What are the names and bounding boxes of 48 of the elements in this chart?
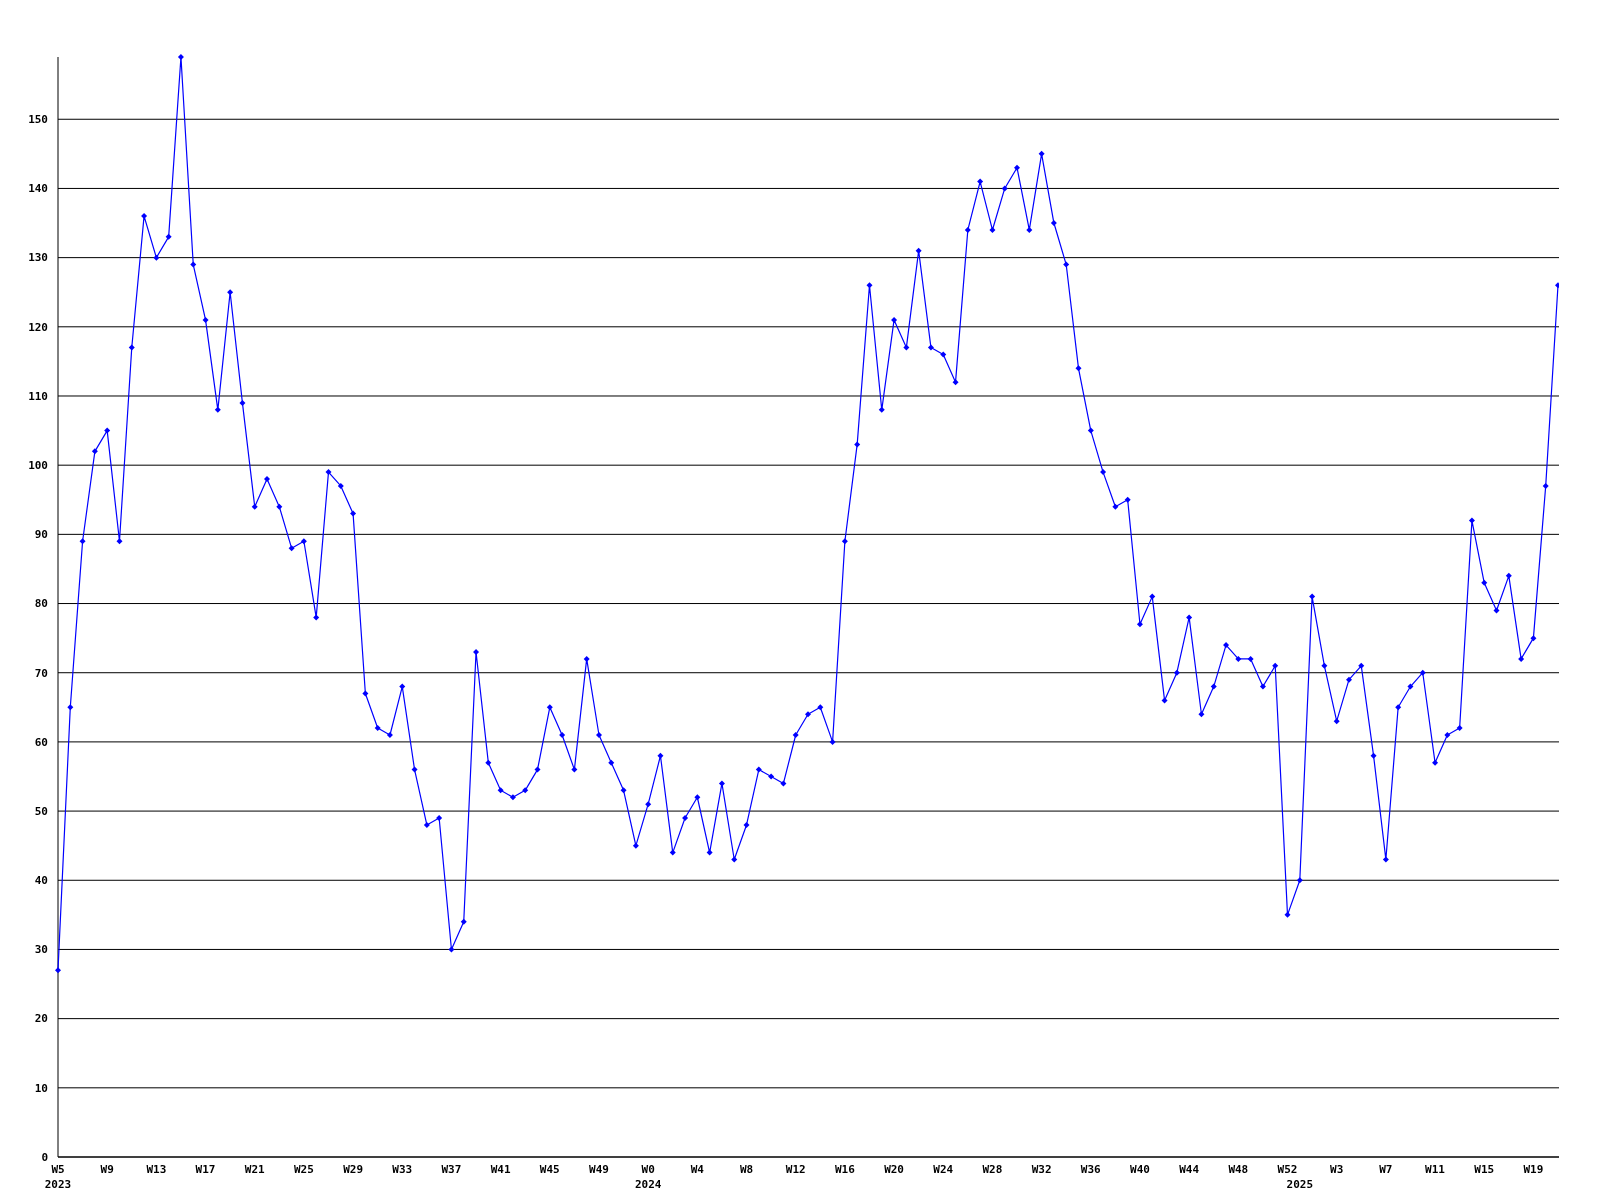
- x-tick-label: W4: [690, 1163, 705, 1176]
- x-tick-label: W19: [1523, 1163, 1544, 1176]
- x-tick-label: W25: [293, 1163, 314, 1176]
- x-tick-label: W3: [1330, 1163, 1344, 1176]
- x-tick-label: W41: [490, 1163, 511, 1176]
- x-tick-label: W44: [1179, 1163, 1200, 1176]
- x-tick-label: W49: [589, 1163, 609, 1176]
- y-tick-label: 130: [28, 251, 48, 265]
- x-tick-label: W7: [1379, 1163, 1393, 1176]
- x-tick-label: W15: [1474, 1163, 1495, 1176]
- y-tick-label: 120: [28, 320, 48, 334]
- x-tick-label: W52: [1277, 1163, 1298, 1176]
- y-tick-label: 140: [28, 182, 48, 196]
- x-tick-label: W11: [1425, 1163, 1446, 1176]
- x-tick-label: W33: [392, 1163, 413, 1176]
- y-tick-label: 60: [34, 735, 48, 749]
- x-tick-label: W17: [195, 1163, 216, 1176]
- x-tick-label: 2025: [1286, 1178, 1314, 1191]
- y-tick-label: 90: [34, 528, 48, 542]
- y-tick-label: 0: [41, 1150, 48, 1164]
- x-tick-label: W32: [1031, 1163, 1052, 1176]
- x-tick-label: W28: [982, 1163, 1003, 1176]
- y-tick-label: 100: [28, 459, 48, 473]
- y-tick-label: 80: [34, 597, 48, 611]
- y-tick-label: 40: [34, 874, 48, 888]
- x-tick-label: W40: [1130, 1163, 1150, 1176]
- x-tick-label: W12: [785, 1163, 806, 1176]
- x-tick-label: W0 2024: [634, 1163, 662, 1191]
- x-tick-label: W48: [1228, 1163, 1249, 1176]
- x-tick-label: W9: [100, 1163, 114, 1176]
- x-tick-label: W21: [244, 1163, 266, 1176]
- x-tick-label: W36: [1080, 1163, 1102, 1176]
- y-tick-label: 10: [34, 1081, 48, 1095]
- y-tick-label: 70: [34, 666, 48, 680]
- x-tick-label: W5 2023: [44, 1163, 72, 1191]
- x-tick-label: W29: [343, 1163, 364, 1176]
- y-tick-label: 20: [34, 1012, 48, 1026]
- x-tick-label: W13: [146, 1163, 167, 1176]
- x-tick-label: W16: [834, 1163, 856, 1176]
- y-tick-label: 150: [28, 113, 48, 127]
- y-tick-label: 50: [34, 804, 48, 818]
- y-tick-label: 110: [28, 389, 48, 403]
- y-tick-label: 30: [34, 943, 48, 957]
- x-tick-label: W8: [739, 1163, 754, 1176]
- x-tick-label: W37: [441, 1163, 462, 1176]
- x-tick-label: W45: [539, 1163, 560, 1176]
- x-tick-label: W20: [884, 1163, 904, 1176]
- x-tick-label: W24: [933, 1163, 954, 1176]
